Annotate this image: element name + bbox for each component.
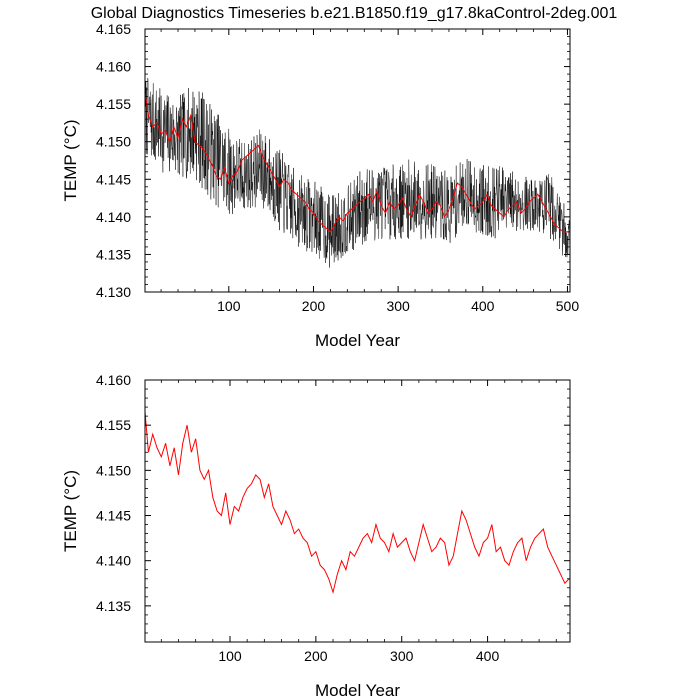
y-tick-label: 4.130	[96, 284, 131, 300]
top-monthly-series-line	[145, 77, 570, 268]
bottom-x-axis-title: Model Year	[315, 681, 400, 700]
y-tick-label: 4.140	[96, 553, 131, 569]
x-tick-label: 300	[386, 298, 410, 314]
y-tick-label: 4.160	[96, 59, 131, 75]
y-tick-label: 4.155	[96, 96, 131, 112]
bottom-panel: 100 200 300 400 4.135 4.140 4.145 4.150 4.155 4.1…	[61, 372, 571, 700]
figure-title: Global Diagnostics Timeseries b.e21.B185…	[91, 5, 618, 22]
x-tick-label: 400	[476, 648, 500, 664]
y-tick-label: 4.155	[96, 417, 131, 433]
bottom-data-layer	[145, 411, 570, 595]
x-tick-label: 100	[218, 648, 242, 664]
bottom-y-axis-title: TEMP (°C)	[61, 470, 80, 552]
x-tick-label: 200	[304, 648, 328, 664]
x-tick-label: 300	[390, 648, 414, 664]
x-tick-label: 400	[471, 298, 495, 314]
top-panel: 100 200 300 400 500 4.130 4.135 4.140 4.145 4.150…	[61, 21, 579, 350]
y-tick-label: 4.150	[96, 134, 131, 150]
y-tick-label: 4.135	[96, 598, 131, 614]
bottom-annual-series-line	[145, 411, 570, 595]
y-tick-label: 4.140	[96, 209, 131, 225]
top-x-axis-title: Model Year	[315, 331, 400, 350]
top-axes: 100 200 300 400 500 4.130 4.135 4.140 4.145 4.150…	[96, 21, 579, 314]
x-tick-label: 500	[556, 298, 580, 314]
bottom-axes: 100 200 300 400 4.135 4.140 4.145 4.150 4.155 4.1…	[96, 372, 570, 664]
bottom-plot-frame	[144, 379, 571, 643]
y-tick-label: 4.165	[96, 21, 131, 37]
top-plot-frame	[144, 28, 571, 293]
x-tick-label: 100	[217, 298, 241, 314]
top-y-axis-title: TEMP (°C)	[61, 119, 80, 201]
y-tick-label: 4.145	[96, 508, 131, 524]
x-tick-label: 200	[302, 298, 326, 314]
y-tick-label: 4.160	[96, 372, 131, 388]
y-tick-label: 4.150	[96, 462, 131, 478]
y-tick-label: 4.145	[96, 171, 131, 187]
top-annual-series-line	[145, 92, 568, 233]
top-data-layer	[145, 77, 570, 268]
y-tick-label: 4.135	[96, 246, 131, 262]
